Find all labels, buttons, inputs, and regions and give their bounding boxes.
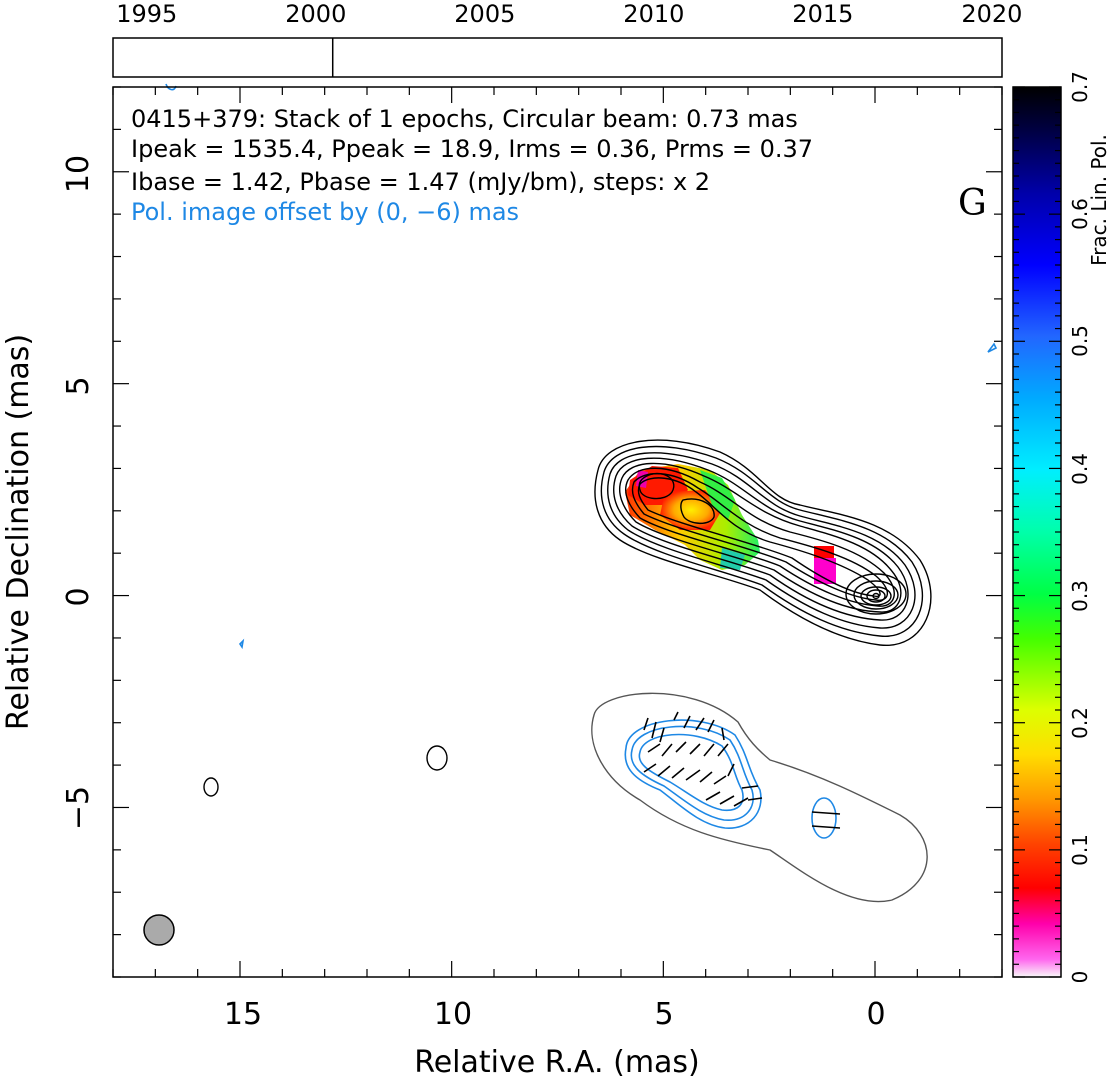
- x-tick-label: 5: [654, 997, 673, 1032]
- plot-frame: [112, 86, 1003, 978]
- x-tick-label: 0: [866, 997, 885, 1032]
- colorbar-tick-label: 0.1: [1068, 834, 1092, 866]
- header-line-1: 0415+379: Stack of 1 epochs, Circular be…: [131, 105, 798, 133]
- colorbar-tick-label: 0.2: [1068, 707, 1092, 739]
- y-tick-label: 10: [61, 155, 96, 193]
- evpa-vectors: [643, 711, 841, 829]
- beam-ellipse: [143, 914, 175, 946]
- y-tick-label: −5: [61, 786, 96, 830]
- polarized-contours: [165, 83, 998, 903]
- colorbar-tick-label: 0: [1068, 971, 1092, 984]
- x-axis-label: Relative R.A. (mas): [414, 1045, 700, 1080]
- timeline-year-label: 2000: [285, 0, 346, 28]
- header-line-3: Ibase = 1.42, Pbase = 1.47 (mJy/bm), ste…: [131, 168, 710, 196]
- colorbar-tick-label: 0.3: [1068, 580, 1092, 612]
- stokes-i-contours: [203, 439, 932, 797]
- header-line-2: Ipeak = 1535.4, Ppeak = 18.9, Irms = 0.3…: [131, 135, 813, 163]
- timeline-year-label: 2010: [623, 0, 684, 28]
- pol-offset-note: Pol. image offset by (0, −6) mas: [131, 198, 519, 226]
- header-annotations: 0415+379: Stack of 1 epochs, Circular be…: [131, 105, 813, 226]
- y-tick-label: 0: [61, 587, 96, 606]
- colorbar-label: Frac. Lin. Pol.: [1087, 134, 1111, 266]
- timeline-year-label: 2015: [792, 0, 853, 28]
- timeline-year-label: 2005: [454, 0, 515, 28]
- colorbar-tick-label: 0.7: [1068, 71, 1092, 103]
- axis-ticks: [112, 86, 1003, 978]
- colorbar: 0 0.1 0.2 0.3 0.4 0.5 0.6 0.7 Frac. Lin.…: [1012, 71, 1111, 984]
- y-tick-label: 5: [61, 376, 96, 395]
- colorbar-gradient: [1012, 86, 1062, 978]
- x-tick-labels: 15 10 5 0: [224, 997, 886, 1032]
- colorbar-tick-label: 0.4: [1068, 453, 1092, 485]
- colorbar-tick-label: 0.5: [1068, 325, 1092, 357]
- panel-letter: G: [958, 183, 987, 224]
- timeline-year-label: 1995: [116, 0, 177, 28]
- timeline-year-label: 2020: [961, 0, 1022, 28]
- colorbar-tick-label: 0.6: [1068, 198, 1092, 230]
- timeline-frame: [112, 37, 1003, 78]
- y-tick-labels: 10 5 0 −5: [61, 155, 96, 830]
- x-tick-label: 15: [224, 997, 262, 1032]
- timeline: 1995 2000 2005 2010 2015 2020: [112, 0, 1022, 78]
- y-axis-label: Relative Declination (mas): [1, 334, 36, 730]
- x-tick-label: 10: [434, 997, 472, 1032]
